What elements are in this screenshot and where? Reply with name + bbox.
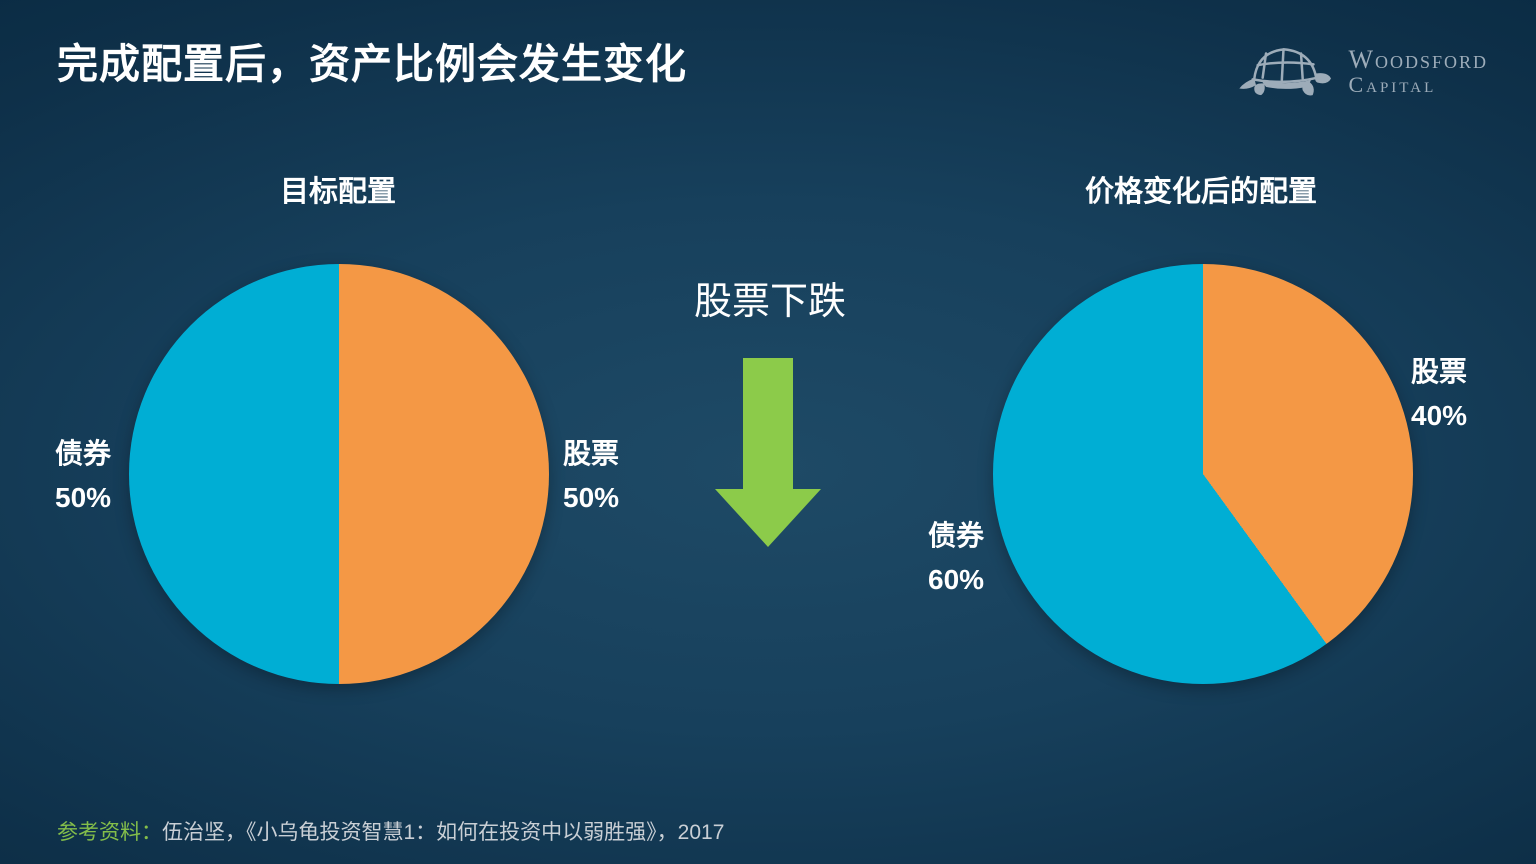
slice-label-bonds-target: 债券 50% (55, 432, 111, 520)
slice-label-stocks-after: 股票 40% (1411, 350, 1467, 438)
logo-line-woodsford: Woodsford (1348, 44, 1488, 74)
slice-label-text: 股票 (563, 438, 620, 469)
pie-chart-target-allocation (129, 264, 549, 684)
slice-label-pct: 60% (928, 564, 985, 595)
slice-label-pct: 50% (55, 482, 112, 513)
company-logo: Woodsford Capital (1236, 38, 1488, 104)
annotation-stocks-fall: 股票下跌 (693, 281, 846, 323)
slice-label-pct: 40% (1411, 400, 1468, 431)
page-title: 完成配置后，资产比例会发生变化 (57, 41, 687, 87)
slice-label-text: 债券 (55, 438, 112, 469)
reference-citation: 伍治坚，《小乌龟投资智慧1：如何在投资中以弱胜强》，2017 (162, 821, 725, 844)
slice-label-text: 股票 (1411, 356, 1468, 387)
slice-label-bonds-after: 债券 60% (928, 514, 984, 602)
chart-title-target-allocation: 目标配置 (279, 176, 396, 208)
reference-prefix: 参考资料： (57, 821, 162, 844)
slice-label-text: 债券 (928, 520, 985, 551)
reference-note: 参考资料：伍治坚，《小乌龟投资智慧1：如何在投资中以弱胜强》，2017 (57, 816, 724, 846)
down-arrow-icon (715, 358, 821, 547)
pie-chart-after-price-change (993, 264, 1413, 684)
turtle-icon (1239, 48, 1332, 96)
logo-wordmark: Woodsford Capital (1348, 44, 1488, 98)
slice-label-pct: 50% (563, 482, 620, 513)
logo-line-capital: Capital (1348, 72, 1437, 98)
chart-title-after-price-change: 价格变化后的配置 (1084, 176, 1317, 208)
slice-label-stocks-target: 股票 50% (563, 432, 619, 520)
